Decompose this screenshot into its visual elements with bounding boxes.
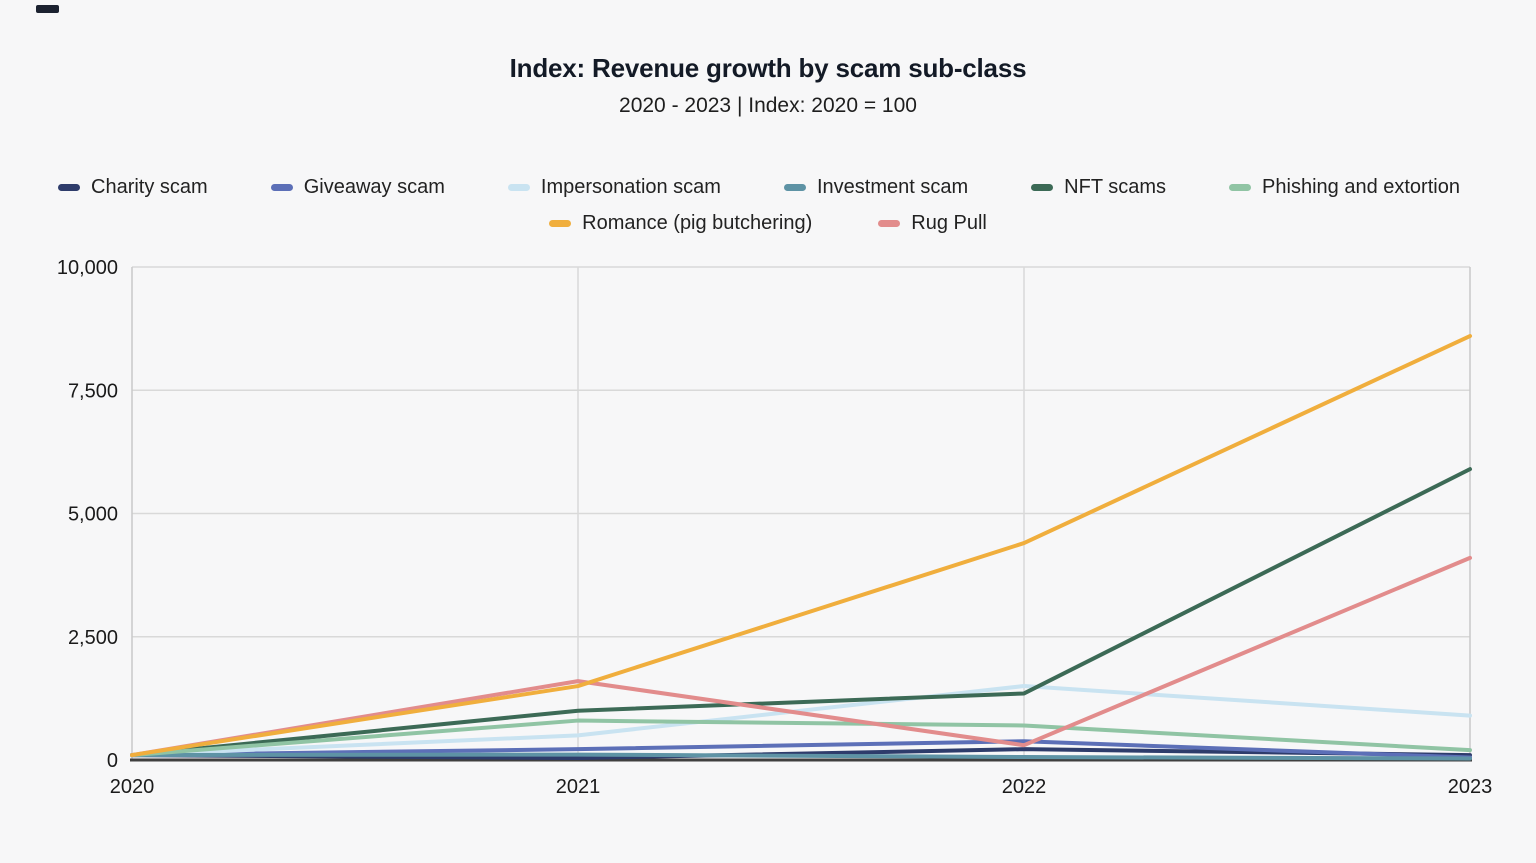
legend-row-1: Charity scam Giveaway scam Impersonation s… <box>0 176 1536 199</box>
series-line-romance-pig-butchering <box>130 334 1472 758</box>
legend-label: Impersonation scam <box>540 176 721 198</box>
series-line-nft-scams <box>130 467 1472 758</box>
legend-marker-romance-pig-butchering <box>549 220 572 227</box>
series-line-phishing-and-extortion <box>130 718 1472 758</box>
chart-subtitle: 2020 - 2023 | Index: 2020 = 100 <box>619 94 917 117</box>
legend-item-nft-scams: NFT scams <box>1031 176 1166 199</box>
chart-legend: Charity scam Giveaway scam Impersonation s… <box>0 176 1536 235</box>
legend-item-rug-pull: Rug Pull <box>878 212 987 235</box>
x-tick-label-2021: 2021 <box>556 776 601 798</box>
legend-item-impersonation-scam: Impersonation scam <box>507 176 721 199</box>
legend-item-charity-scam: Charity scam <box>58 176 208 199</box>
legend-marker-nft-scams <box>1031 184 1054 191</box>
legend-row-2: Romance (pig butchering) Rug Pull <box>0 212 1536 235</box>
legend-label: NFT scams <box>1064 176 1167 198</box>
y-tick-label-0: 0 <box>107 750 118 772</box>
legend-item-investment-scam: Investment scam <box>783 176 969 199</box>
legend-item-phishing-and-extortion: Phishing and extortion <box>1229 176 1460 199</box>
x-tick-label-2023: 2023 <box>1448 776 1493 798</box>
legend-item-romance-pig-butchering: Romance (pig butchering) <box>549 212 812 235</box>
y-tick-label-2500: 2,500 <box>68 627 118 649</box>
legend-marker-investment-scam <box>783 184 806 191</box>
legend-label: Phishing and extortion <box>1262 176 1460 198</box>
chart-title: Index: Revenue growth by scam sub-class <box>509 53 1027 83</box>
legend-label: Investment scam <box>816 176 969 198</box>
x-tick-label-2022: 2022 <box>1002 776 1047 798</box>
legend-label: Rug Pull <box>911 212 987 234</box>
legend-marker-impersonation-scam <box>507 184 530 191</box>
legend-marker-giveaway-scam <box>270 184 293 191</box>
legend-label: Charity scam <box>91 176 208 198</box>
legend-item-giveaway-scam: Giveaway scam <box>270 176 445 199</box>
x-tick-label-2020: 2020 <box>110 776 155 798</box>
corner-mark <box>36 5 59 13</box>
series-line-rug-pull <box>130 555 1472 758</box>
y-tick-label-5000: 5,000 <box>68 504 118 526</box>
legend-label: Giveaway scam <box>303 176 445 198</box>
series-line-investment-scam <box>130 752 1472 761</box>
legend-marker-charity-scam <box>58 184 80 191</box>
series-line-giveaway-scam <box>130 739 1472 760</box>
y-tick-label-10000: 10,000 <box>57 257 118 279</box>
legend-marker-phishing-and-extortion <box>1229 184 1252 191</box>
legend-label: Romance (pig butchering) <box>582 212 813 234</box>
y-tick-label-7500: 7,500 <box>68 380 118 402</box>
legend-marker-rug-pull <box>878 220 901 227</box>
series-line-impersonation-scam <box>130 684 1472 758</box>
line-chart: 0 2,500 5,000 7,500 10,000 2020 2021 2022 2023 <box>57 257 1493 798</box>
